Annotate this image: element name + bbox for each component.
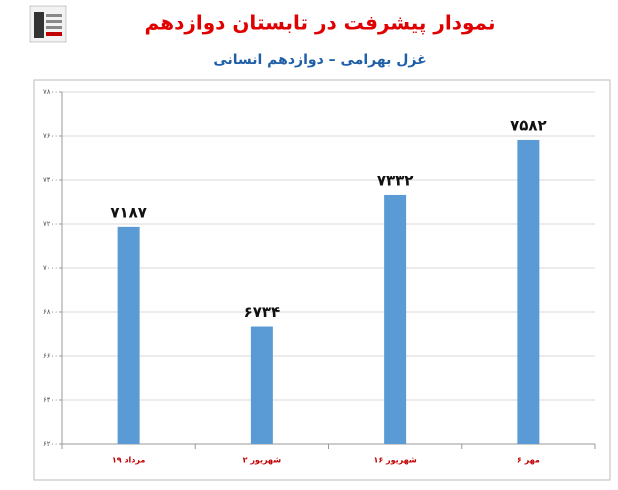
y-tick-label: ۶۶۰۰	[43, 352, 58, 360]
y-tick-label: ۷۴۰۰	[43, 176, 58, 184]
y-tick-label: ۷۲۰۰	[43, 220, 58, 228]
y-tick-label: ۶۴۰۰	[43, 396, 58, 404]
bar	[384, 194, 407, 444]
y-tick-label: ۷۸۰۰	[43, 88, 58, 96]
y-tick-label: ۶۸۰۰	[43, 308, 58, 316]
bar	[250, 326, 273, 444]
x-tick-label: ۱۶ شهریور	[373, 456, 416, 465]
x-tick-label: ۲ شهریور	[243, 456, 282, 465]
chart-subtitle: غزل بهرامی – دوازدهم انسانی	[213, 52, 426, 68]
x-tick-label: ۶ مهر	[517, 456, 540, 465]
data-label: ۷۱۸۷	[110, 203, 147, 221]
chart-frame	[33, 79, 611, 481]
bar	[117, 226, 140, 444]
y-tick-label: ۶۲۰۰	[43, 440, 58, 448]
data-label: ۷۵۸۲	[510, 116, 547, 134]
y-tick-label: ۷۰۰۰	[43, 264, 58, 272]
y-tick-label: ۷۶۰۰	[43, 132, 58, 140]
bar	[517, 139, 540, 444]
data-label: ۷۳۳۲	[377, 171, 414, 189]
logo	[29, 5, 67, 43]
data-label: ۶۷۳۴	[244, 303, 281, 321]
chart-title: نمودار پیشرفت در تابستان دوازدهم	[145, 11, 496, 36]
x-tick-label: ۱۹ مرداد	[112, 456, 145, 465]
